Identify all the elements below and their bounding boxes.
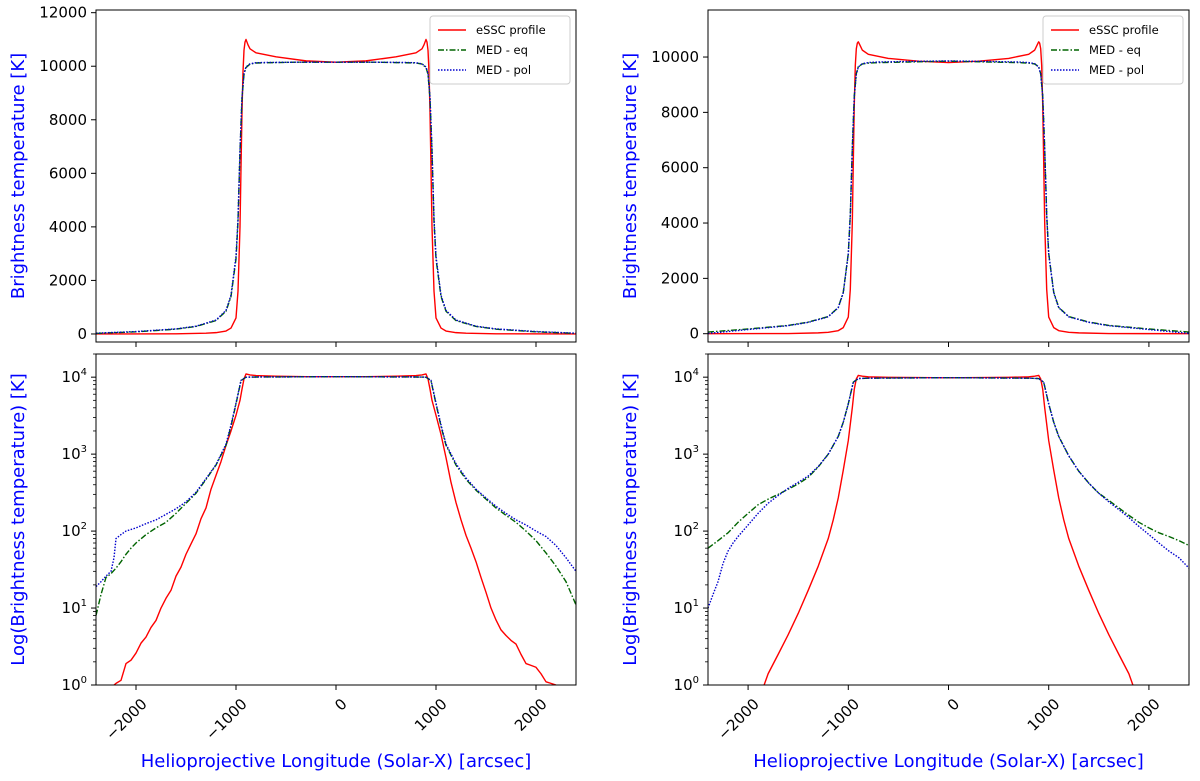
series-line-med-eq (708, 376, 1189, 549)
y-tick-label: 6000 (661, 159, 699, 177)
legend-label: MED - eq (1089, 43, 1141, 57)
y-tick-label: 101 (62, 598, 87, 617)
series-line-med-pol (708, 376, 1189, 609)
y-tick-label: 102 (674, 521, 699, 540)
y-tick-label: 4000 (49, 218, 87, 236)
series-line-med-pol (96, 375, 576, 588)
chart-bottom-left: 100 101 102 103 104 −2000 −1000 0 1000 2000 Log(Br… (8, 353, 577, 772)
legend-label: MED - pol (476, 63, 531, 77)
chart-top-left: 0 2000 4000 6000 8000 10000 12000 Brightness te… (8, 4, 577, 347)
legend-label: eSSC profile (476, 23, 546, 37)
x-tick-label: 2000 (511, 695, 551, 735)
x-tick-label: 1000 (1024, 695, 1064, 735)
x-tick-label: 2000 (1124, 695, 1164, 735)
series-line-med-pol (96, 61, 576, 334)
y-tick-label: 102 (62, 521, 87, 540)
x-tick-label: 0 (331, 695, 350, 714)
legend: eSSC profile MED - eq MED - pol (429, 15, 571, 85)
chart-bottom-right: 100 101 102 103 104 −2000 −1000 0 1000 2000 Log(Br… (620, 353, 1190, 772)
y-tick-label: 104 (674, 367, 699, 386)
x-tick-label: 0 (944, 695, 963, 714)
y-tick-label: 10000 (39, 57, 87, 75)
legend: eSSC profile MED - eq MED - pol (1042, 15, 1184, 85)
y-tick-label: 103 (62, 444, 87, 463)
y-axis-label: Brightness temperature [K] (8, 53, 29, 299)
y-tick-label: 8000 (661, 103, 699, 121)
y-tick-label: 10000 (651, 48, 699, 66)
y-tick-label: 101 (674, 598, 699, 617)
y-tick-label: 0 (689, 325, 699, 343)
chart-top-right: 0 2000 4000 6000 8000 10000 Brightness tempera… (620, 9, 1190, 347)
y-axis-label: Brightness temperature [K] (620, 53, 641, 299)
y-tick-label: 2000 (49, 271, 87, 289)
x-axis-label: Helioprojective Longitude (Solar-X) [arc… (141, 751, 532, 772)
x-tick-label: −2000 (102, 695, 151, 744)
y-tick-label: 4000 (661, 214, 699, 232)
x-tick-label: −1000 (814, 695, 863, 744)
legend-label: MED - eq (476, 43, 528, 57)
x-tick-label: −2000 (714, 695, 763, 744)
y-tick-label: 12000 (39, 4, 87, 22)
x-tick-label: 1000 (411, 695, 451, 735)
x-axis-label: Helioprojective Longitude (Solar-X) [arc… (753, 751, 1144, 772)
y-tick-label: 100 (674, 675, 699, 694)
series-line-med-pol (708, 60, 1189, 335)
y-tick-label: 100 (62, 675, 87, 694)
axes-frame (707, 353, 1190, 686)
legend-box (1042, 15, 1184, 85)
series-line-essc-profile (763, 374, 1134, 685)
series-line-med-eq (96, 375, 576, 616)
y-tick-label: 6000 (49, 164, 87, 182)
legend-label: eSSC profile (1089, 23, 1159, 37)
y-axis-label: Log(Brightness temperature) [K] (620, 373, 641, 666)
axes-frame (95, 353, 577, 686)
y-tick-label: 2000 (661, 269, 699, 287)
legend-box (429, 15, 571, 85)
legend-label: MED - pol (1089, 63, 1144, 77)
y-tick-label: 0 (77, 325, 87, 343)
series-line-essc-profile (113, 373, 557, 685)
series-line-med-eq (96, 61, 576, 335)
x-tick-label: −1000 (202, 695, 251, 744)
y-axis-label: Log(Brightness temperature) [K] (8, 373, 29, 666)
series-line-essc-profile (708, 41, 1189, 335)
y-tick-label: 103 (674, 444, 699, 463)
y-tick-label: 104 (62, 367, 87, 386)
series-line-med-eq (708, 60, 1189, 333)
y-tick-label: 8000 (49, 111, 87, 129)
